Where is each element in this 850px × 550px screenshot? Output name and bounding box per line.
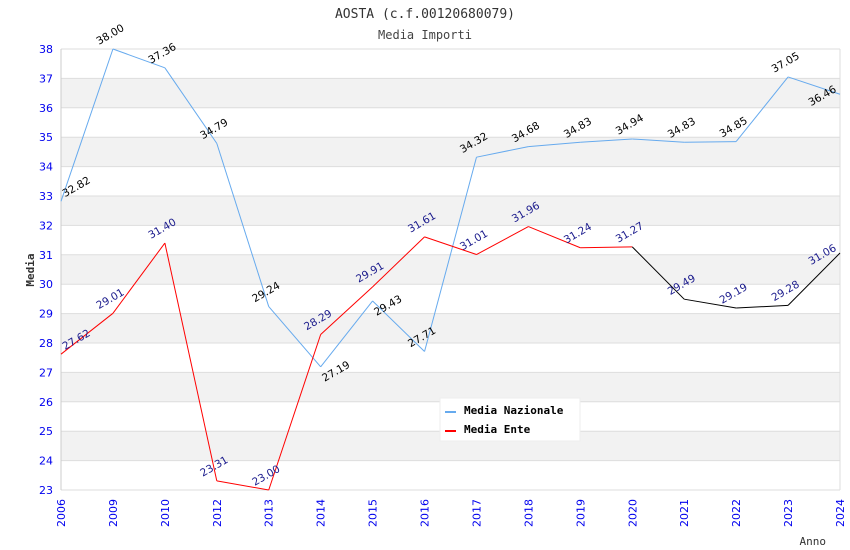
x-tick-label: 2014: [315, 499, 328, 527]
legend-label-ente: Media Ente: [464, 423, 531, 436]
series-segment-nazionale: [735, 76, 789, 142]
x-tick-label: 2020: [626, 499, 639, 527]
series-segment-nazionale: [580, 138, 633, 143]
x-tick-label: 2012: [211, 499, 224, 527]
x-tick-label: 2022: [730, 499, 743, 527]
chart-subtitle: Media Importi: [378, 28, 472, 42]
x-tick-label: 2023: [782, 499, 795, 527]
y-tick-label: 30: [39, 278, 53, 291]
series-segment-nazionale: [528, 141, 581, 148]
y-tick-label: 31: [39, 249, 53, 262]
data-label-nazionale: 38.00: [94, 22, 126, 47]
grid-band: [61, 313, 840, 343]
grid-band: [61, 254, 840, 285]
legend-label-nazionale: Media Nazionale: [464, 404, 564, 417]
series-segment-nazionale: [684, 141, 737, 143]
x-tick-label: 2016: [419, 499, 432, 527]
series-segment-ente: [684, 298, 737, 309]
series-segment-nazionale: [60, 48, 114, 202]
y-tick-label: 32: [39, 219, 53, 232]
y-tick-label: 33: [39, 190, 53, 203]
grid-band: [61, 196, 840, 226]
y-tick-label: 25: [39, 425, 53, 438]
series-segment-nazionale: [787, 76, 841, 95]
series-segment-ente: [580, 246, 633, 249]
x-tick-label: 2024: [834, 499, 847, 527]
y-tick-label: 38: [39, 43, 53, 56]
x-tick-label: 2010: [159, 499, 172, 527]
series-segment-ente: [164, 242, 218, 481]
y-tick-label: 23: [39, 484, 53, 497]
data-label-nazionale: 37.05: [770, 50, 802, 75]
legend: Media Nazionale Media Ente: [439, 397, 581, 442]
series-segment-ente: [424, 236, 477, 255]
x-axis-label: Anno: [800, 535, 827, 548]
series-segment-ente: [528, 226, 581, 249]
series-segment-ente: [372, 236, 425, 288]
data-label-nazionale: 37.36: [146, 41, 178, 67]
series-segment-ente: [787, 252, 841, 306]
series-segment-ente: [216, 480, 269, 491]
series-segment-ente: [112, 242, 166, 314]
series-segment-nazionale: [268, 306, 322, 368]
data-label-ente: 29.19: [718, 281, 750, 306]
y-tick-label: 26: [39, 396, 53, 409]
y-tick-label: 27: [39, 366, 53, 379]
y-tick-label: 28: [39, 337, 53, 350]
series-segment-nazionale: [424, 157, 477, 352]
data-label-nazionale: 34.94: [614, 112, 646, 138]
y-tick-label: 36: [39, 102, 53, 115]
x-tick-label: 2015: [367, 499, 380, 527]
series-segment-nazionale: [632, 138, 685, 143]
x-tick-label: 2009: [107, 499, 120, 527]
chart-title: AOSTA (c.f.00120680079): [335, 7, 515, 22]
y-tick-label: 29: [39, 308, 53, 321]
x-tick-label: 2021: [678, 499, 691, 527]
y-tick-label: 34: [39, 161, 53, 174]
x-tick-label: 2019: [574, 499, 587, 527]
y-tick-label: 37: [39, 72, 53, 85]
y-tick-label: 35: [39, 131, 53, 144]
series-segment-ente: [631, 246, 685, 300]
series-segment-nazionale: [112, 48, 166, 69]
data-label-ente: 23.00: [250, 463, 282, 488]
series-segment-nazionale: [164, 67, 218, 144]
y-axis-label: Media: [24, 253, 37, 286]
series-segment-ente: [60, 312, 114, 355]
x-tick-label: 2018: [522, 499, 535, 527]
series-segment-ente: [320, 286, 373, 335]
x-tick-label: 2017: [470, 499, 483, 527]
series-segment-nazionale: [320, 300, 373, 368]
series-segment-ente: [268, 334, 322, 491]
grid-band: [61, 78, 840, 108]
data-label-ente: 29.01: [94, 286, 126, 311]
series-segment-ente: [736, 304, 789, 309]
x-tick-label: 2006: [55, 499, 68, 527]
data-label-nazionale: 34.85: [718, 115, 750, 140]
series-segment-ente: [476, 226, 529, 255]
x-tick-label: 2013: [263, 499, 276, 527]
series-segment-nazionale: [372, 300, 425, 352]
grid-band: [61, 372, 840, 402]
y-tick-label: 24: [39, 455, 53, 468]
series-segment-nazionale: [476, 146, 529, 158]
series-segment-nazionale: [216, 143, 270, 307]
